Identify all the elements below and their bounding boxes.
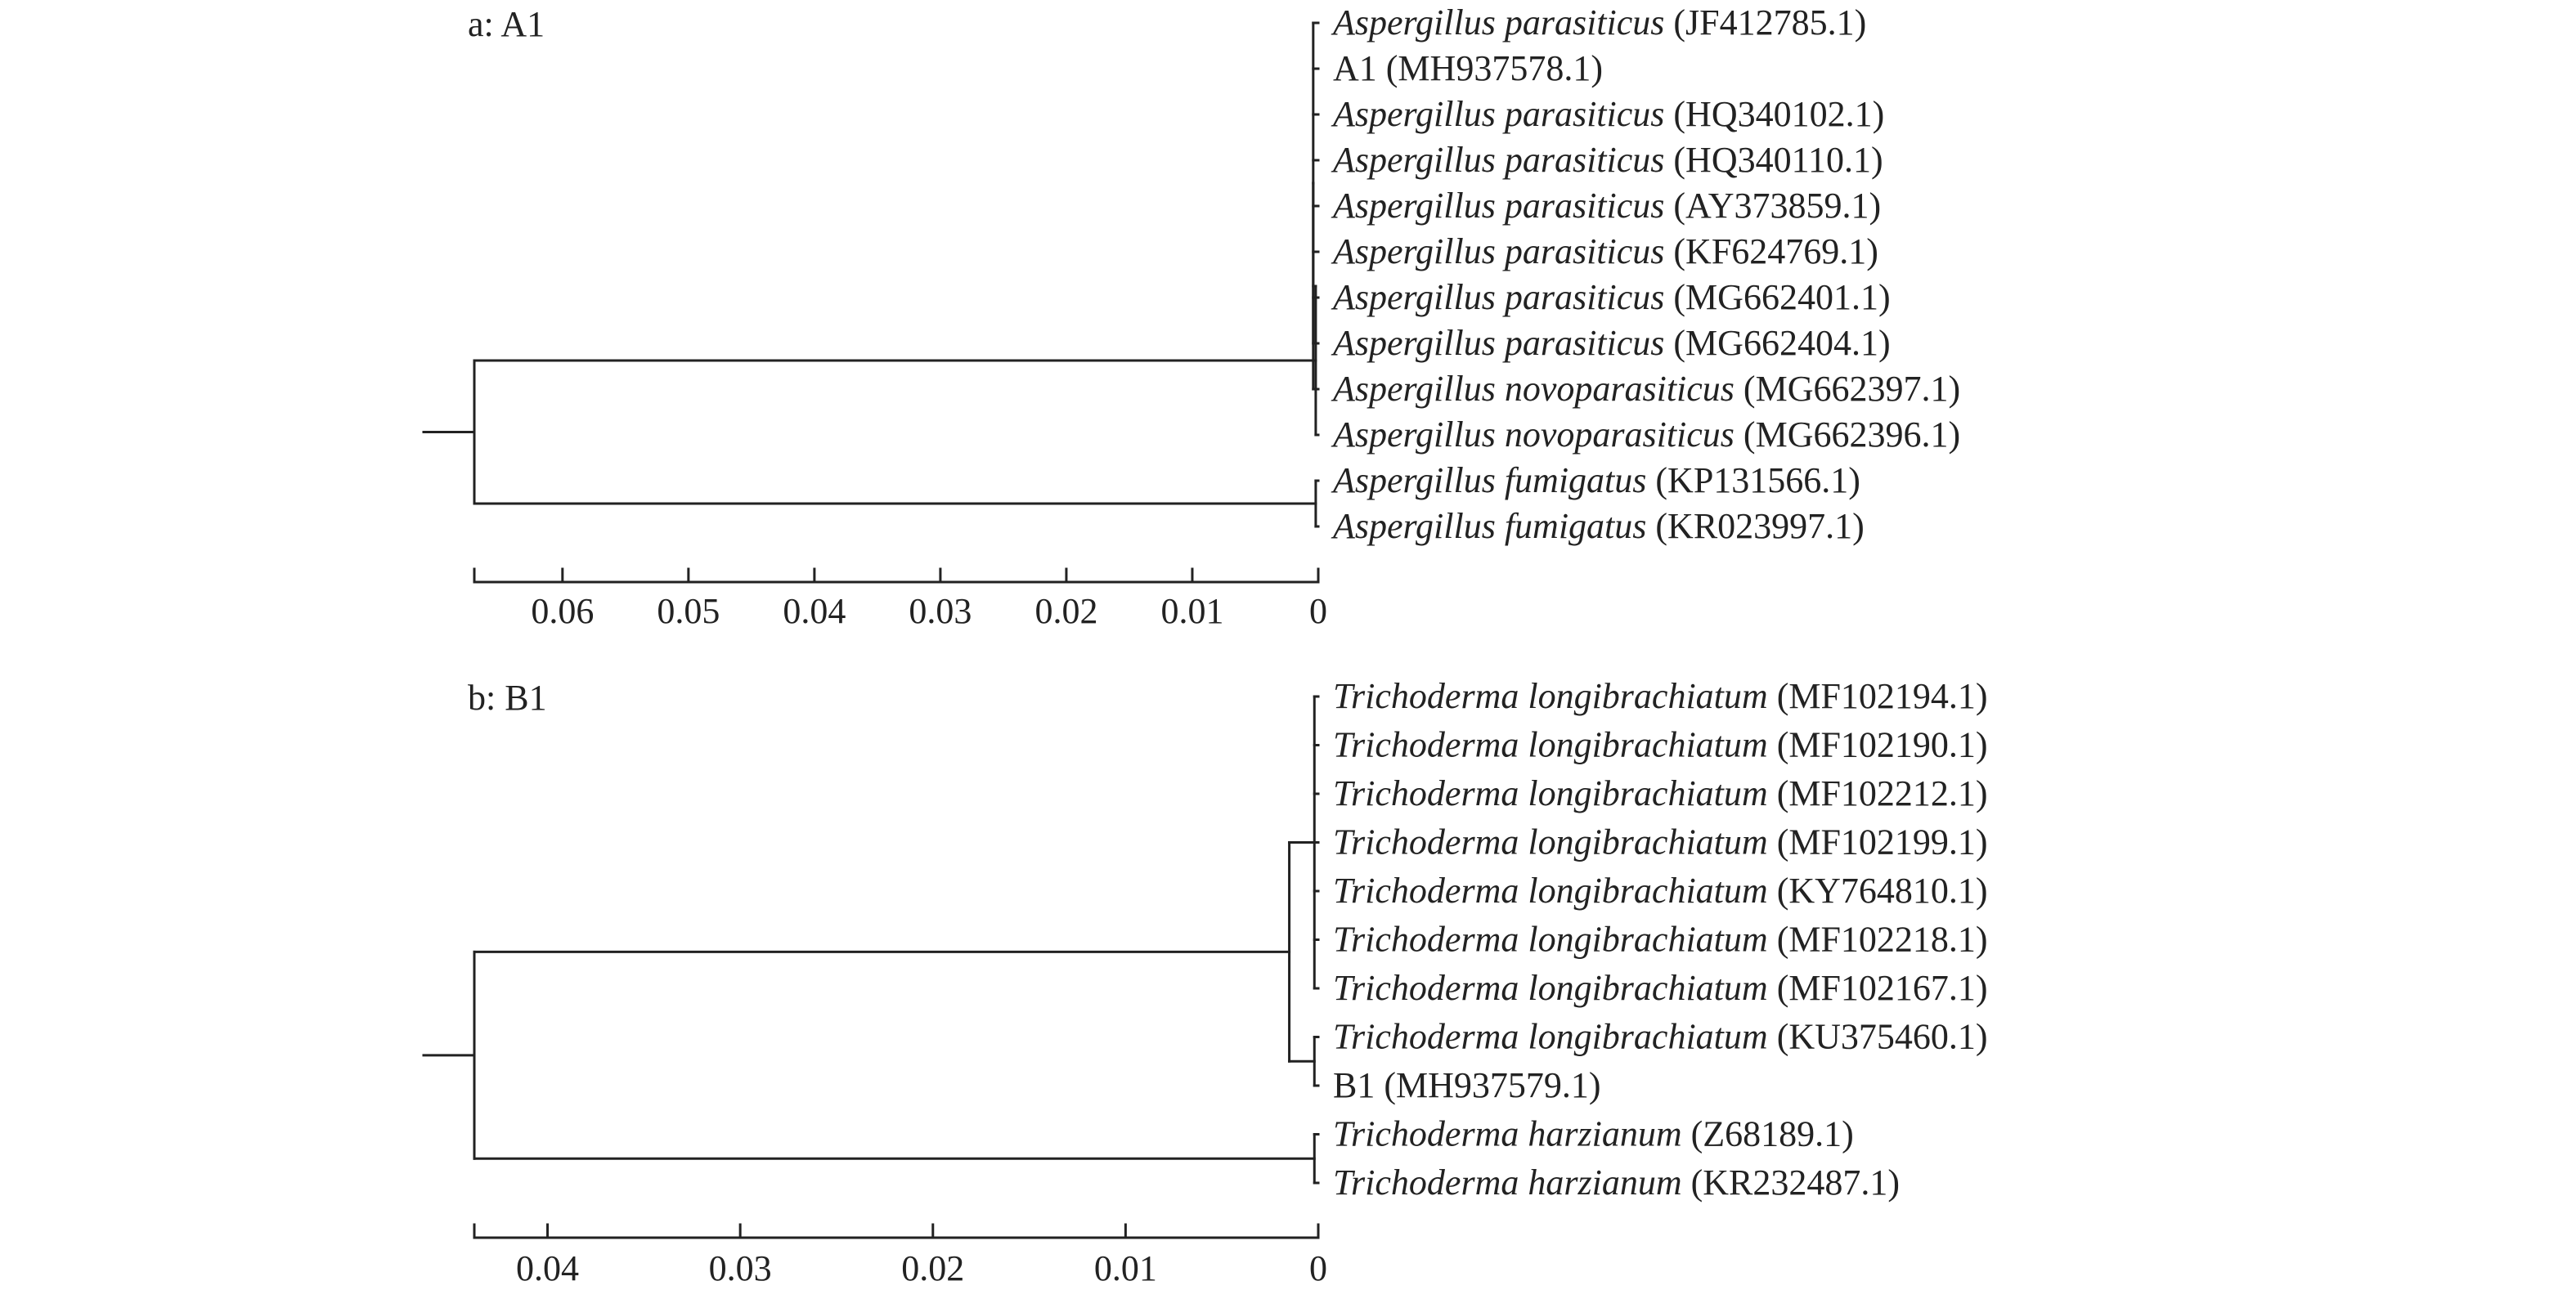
taxon-accession: (MF102218.1): [1768, 920, 1988, 960]
taxon-species: Aspergillus parasiticus: [1331, 140, 1664, 180]
taxon-label: Trichoderma longibrachiatum (KY764810.1): [1333, 871, 1988, 911]
taxon-accession: A1 (MH937578.1): [1333, 48, 1603, 88]
taxon-accession: (KP131566.1): [1646, 460, 1860, 500]
taxon-species: Aspergillus fumigatus: [1331, 460, 1646, 500]
taxon-species: Trichoderma longibrachiatum: [1333, 1017, 1768, 1057]
tick-label: 0.02: [901, 1248, 964, 1288]
taxon-species: Aspergillus parasiticus: [1331, 2, 1664, 43]
taxon-accession: (Z68189.1): [1682, 1114, 1854, 1154]
taxon-accession: (MG662397.1): [1735, 369, 1960, 409]
taxon-accession: (KR232487.1): [1682, 1162, 1900, 1203]
taxon-species: Aspergillus novoparasiticus: [1331, 414, 1735, 455]
taxon-label: B1 (MH937579.1): [1333, 1065, 1601, 1105]
taxon-label: Trichoderma harzianum (Z68189.1): [1333, 1114, 1854, 1154]
taxon-accession: (MG662404.1): [1664, 323, 1890, 363]
taxon-label: Aspergillus novoparasiticus (MG662397.1): [1331, 369, 1960, 409]
taxon-label: Trichoderma longibrachiatum (MF102218.1): [1333, 920, 1988, 960]
taxon-species: Aspergillus fumigatus: [1331, 506, 1646, 546]
taxon-accession: (MF102212.1): [1768, 773, 1988, 813]
taxon-accession: (MF102167.1): [1768, 968, 1988, 1008]
taxon-label: Aspergillus parasiticus (MG662401.1): [1331, 277, 1891, 317]
taxon-label: Trichoderma longibrachiatum (MF102167.1): [1333, 968, 1988, 1008]
taxon-accession: (MG662396.1): [1735, 414, 1960, 455]
tree-panel-1: b: B1 Trichoderma longibrachiatum (MF1021…: [422, 676, 1988, 1288]
taxon-accession: (KU375460.1): [1768, 1017, 1988, 1057]
taxon-species: Trichoderma harzianum: [1333, 1114, 1682, 1154]
taxon-accession: (MF102190.1): [1768, 725, 1988, 765]
taxon-species: Trichoderma longibrachiatum: [1333, 676, 1768, 716]
taxon-species: Trichoderma longibrachiatum: [1333, 871, 1768, 911]
taxon-label: Aspergillus parasiticus (MG662404.1): [1331, 323, 1891, 363]
tick-label: 0: [1309, 1248, 1327, 1288]
taxon-label: Trichoderma longibrachiatum (MF102190.1): [1333, 725, 1988, 765]
taxon-accession: (MF102199.1): [1768, 822, 1988, 862]
taxon-label: Aspergillus parasiticus (HQ340102.1): [1331, 94, 1884, 134]
taxon-accession: (HQ340110.1): [1664, 140, 1883, 180]
taxon-species: Trichoderma longibrachiatum: [1333, 920, 1768, 960]
taxon-species: Aspergillus parasiticus: [1331, 277, 1664, 317]
taxon-accession: (KF624769.1): [1664, 231, 1878, 271]
taxon-label: Aspergillus parasiticus (HQ340110.1): [1331, 140, 1883, 180]
taxon-species: Trichoderma longibrachiatum: [1333, 822, 1768, 862]
taxon-label: Aspergillus parasiticus (KF624769.1): [1331, 231, 1878, 271]
taxon-species: Aspergillus parasiticus: [1331, 323, 1664, 363]
taxon-accession: (JF412785.1): [1664, 2, 1866, 43]
taxon-label: A1 (MH937578.1): [1333, 48, 1603, 88]
taxon-species: Trichoderma longibrachiatum: [1333, 968, 1768, 1008]
tick-label: 0.03: [909, 591, 972, 631]
taxon-species: Trichoderma harzianum: [1333, 1162, 1682, 1203]
taxon-species: Aspergillus parasiticus: [1331, 231, 1664, 271]
tick-label: 0.02: [1034, 591, 1097, 631]
taxon-accession: (MG662401.1): [1664, 277, 1890, 317]
taxon-accession: (MF102194.1): [1768, 676, 1988, 716]
taxon-species: Aspergillus novoparasiticus: [1331, 369, 1735, 409]
taxon-label: Trichoderma longibrachiatum (MF102194.1): [1333, 676, 1988, 716]
tick-label: 0.01: [1094, 1248, 1157, 1288]
taxon-label: Aspergillus parasiticus (JF412785.1): [1331, 2, 1866, 43]
taxon-accession: (HQ340102.1): [1664, 94, 1884, 134]
taxon-label: Trichoderma longibrachiatum (MF102212.1): [1333, 773, 1988, 813]
taxon-accession: (KR023997.1): [1646, 506, 1864, 546]
taxon-label: Aspergillus parasiticus (AY373859.1): [1331, 186, 1881, 226]
taxon-label: Aspergillus fumigatus (KP131566.1): [1331, 460, 1860, 500]
tick-label: 0.06: [531, 591, 594, 631]
taxon-species: Aspergillus parasiticus: [1331, 94, 1664, 134]
taxon-label: Trichoderma longibrachiatum (KU375460.1): [1333, 1017, 1988, 1057]
tick-label: 0.05: [657, 591, 720, 631]
tick-label: 0.04: [516, 1248, 579, 1288]
taxon-accession: B1 (MH937579.1): [1333, 1065, 1601, 1105]
panel-label: b: B1: [468, 678, 547, 718]
tick-label: 0: [1309, 591, 1327, 631]
taxon-species: Trichoderma longibrachiatum: [1333, 725, 1768, 765]
taxon-label: Aspergillus fumigatus (KR023997.1): [1331, 506, 1865, 546]
taxon-accession: (AY373859.1): [1664, 186, 1881, 226]
panel-label: a: A1: [468, 4, 545, 44]
taxon-accession: (KY764810.1): [1768, 871, 1988, 911]
taxon-label: Aspergillus novoparasiticus (MG662396.1): [1331, 414, 1960, 455]
taxon-species: Trichoderma longibrachiatum: [1333, 773, 1768, 813]
tick-label: 0.03: [709, 1248, 772, 1288]
taxon-species: Aspergillus parasiticus: [1331, 186, 1664, 226]
tree-panel-0: a: A1 Aspergillus parasiticus (JF412785.1…: [422, 2, 1960, 631]
taxon-label: Trichoderma longibrachiatum (MF102199.1): [1333, 822, 1988, 862]
tick-label: 0.01: [1160, 591, 1223, 631]
tick-label: 0.04: [783, 591, 846, 631]
taxon-label: Trichoderma harzianum (KR232487.1): [1333, 1162, 1900, 1203]
